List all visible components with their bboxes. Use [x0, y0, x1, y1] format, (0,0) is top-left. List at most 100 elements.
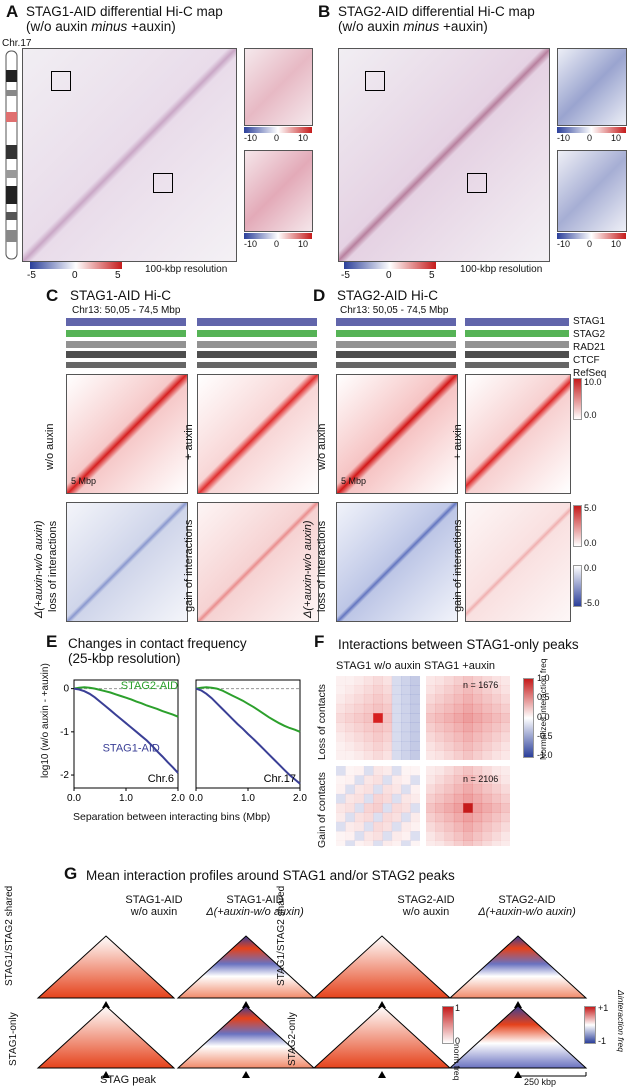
heatmap-cell — [382, 750, 393, 760]
heatmap-cell — [391, 784, 402, 795]
heatmap-cell — [336, 793, 346, 804]
panel-b-inset-2 — [557, 150, 627, 232]
heatmap-cell — [391, 694, 402, 705]
heatmap-cell — [373, 722, 383, 733]
panel-f-row1: Loss of contacts — [316, 684, 328, 760]
heatmap-cell — [481, 676, 492, 686]
tick: -5 — [27, 270, 36, 281]
heatmap-cell — [391, 766, 402, 776]
panel-e-xlabel: Separation between interacting bins (Mbp… — [73, 811, 271, 823]
heatmap-cell — [382, 775, 393, 785]
heatmap-cell — [435, 685, 445, 695]
heatmap-cell — [453, 831, 464, 841]
heatmap-cell — [463, 766, 473, 776]
heatmap-cell — [373, 731, 383, 742]
heatmap-cell — [435, 722, 445, 733]
chromosome-band — [6, 70, 17, 82]
tick: -5.0 — [584, 598, 600, 608]
panel-c-map-auxin — [197, 374, 319, 494]
panel-b-title-line1: STAG2-AID differential Hi-C map — [338, 4, 535, 19]
panel-g-col4: STAG2-AID Δ(+auxin-w/o auxin) — [462, 894, 592, 918]
heatmap-cell — [336, 750, 346, 760]
heatmap-cell — [444, 703, 455, 714]
heatmap-cell — [491, 766, 501, 776]
heatmap-cell — [426, 775, 436, 785]
heatmap-cell — [491, 703, 501, 714]
panel-b-label: B — [318, 2, 331, 21]
heatmap-cell — [345, 741, 355, 751]
heatmap-cell — [410, 821, 420, 832]
heatmap-cell — [382, 685, 393, 695]
heatmap-cell — [426, 812, 436, 823]
heatmap-cell — [481, 685, 492, 695]
heatmap-cell — [373, 741, 383, 751]
heatmap-cell — [363, 694, 374, 705]
series-line-stag2-aid — [195, 686, 301, 733]
panel-d-tracks-left — [336, 318, 456, 368]
chromosome-centromere — [6, 112, 17, 122]
heatmap-cell — [401, 793, 411, 804]
x-tick-label: 1.0 — [241, 793, 255, 804]
heatmap-cell — [453, 803, 464, 813]
panel-b-title-minus: minus — [403, 19, 440, 34]
heatmap-cell — [391, 713, 402, 723]
panel-c-map-loss — [66, 502, 188, 622]
heatmap-cell — [500, 821, 510, 832]
tick: 0 — [274, 133, 280, 143]
panel-d-tracks-right — [465, 318, 569, 368]
heatmap-cell — [345, 803, 355, 813]
heatmap-cell — [491, 775, 501, 785]
panel-g-col2-line2: Δ(+auxin-w/o auxin) — [206, 906, 304, 918]
heatmap-cell — [354, 775, 365, 785]
panel-a-resolution: 100-kbp resolution — [145, 264, 228, 275]
heatmap-cell — [391, 703, 402, 714]
heatmap-cell — [354, 722, 365, 733]
heatmap-cell — [426, 722, 436, 733]
heatmap-cell — [345, 676, 355, 686]
heatmap-cell — [472, 812, 483, 823]
heatmap-cell — [453, 784, 464, 795]
heatmap-cell — [472, 731, 483, 742]
heatmap-cell — [435, 840, 445, 846]
heatmap-cell — [444, 803, 455, 813]
heatmap-cell — [401, 713, 411, 723]
heatmap-cell — [500, 784, 510, 795]
panel-f-heatmaps — [336, 676, 510, 846]
heatmap-cell — [410, 840, 420, 846]
heatmap-cell — [491, 821, 501, 832]
chart-title: Chr.17 — [264, 773, 296, 785]
heatmap-cell — [500, 703, 510, 714]
heatmap-cell — [410, 793, 420, 804]
y-tick-label: -2 — [60, 770, 69, 781]
heatmap-cell — [345, 840, 355, 846]
heatmap-cell — [354, 676, 365, 686]
panel-d-gain-label: gain of interactions — [452, 519, 464, 612]
heatmap-cell — [481, 713, 492, 723]
heatmap-cell — [453, 793, 464, 804]
heatmap-cell — [345, 775, 355, 785]
heatmap-cell — [500, 831, 510, 841]
tick: 0 — [386, 270, 392, 281]
panel-e-ylabel: log10 (w/o auxin - +auxin) — [40, 663, 51, 778]
panel-d-colorbar-3 — [573, 565, 582, 607]
series-line-stag1-aid — [73, 687, 179, 774]
heatmap-cell — [435, 803, 445, 813]
heatmap-cell — [373, 840, 383, 846]
heatmap-cell — [336, 775, 346, 785]
refseq-track — [66, 362, 186, 368]
heatmap-cell — [401, 722, 411, 733]
heatmap-cell — [345, 694, 355, 705]
heatmap-cell — [481, 793, 492, 804]
chromosome-band — [6, 170, 17, 178]
heatmap-cell — [354, 703, 365, 714]
stag1-track — [465, 318, 569, 326]
x-tick-label: 0.0 — [189, 793, 203, 804]
heatmap-cell — [426, 694, 436, 705]
panel-d-label: D — [313, 286, 326, 305]
heatmap-cell — [481, 741, 492, 751]
heatmap-cell — [401, 840, 411, 846]
tick: 0.0 — [584, 563, 597, 573]
tick: -10 — [244, 239, 258, 249]
heatmap-cell — [382, 821, 393, 832]
heatmap-cell — [391, 821, 402, 832]
